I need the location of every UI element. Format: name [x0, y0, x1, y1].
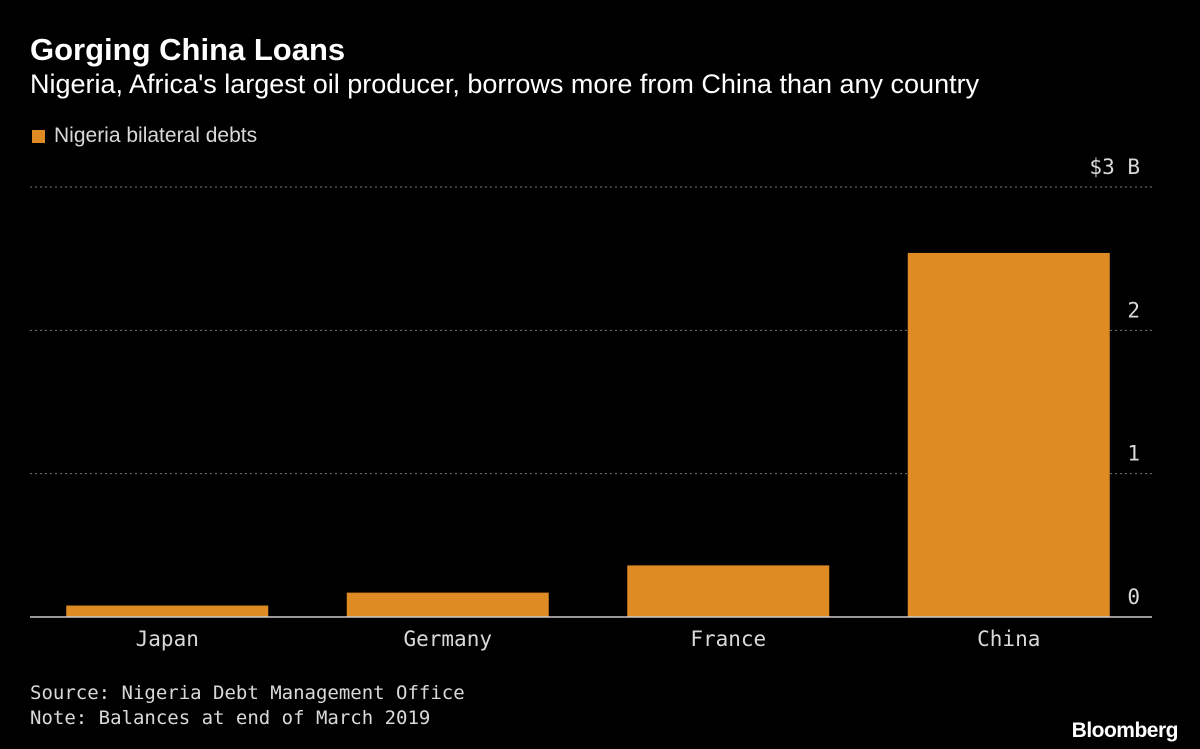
x-tick-label: Japan: [136, 627, 199, 651]
bloomberg-logo: Bloomberg: [1071, 719, 1179, 742]
x-tick-label: France: [690, 627, 766, 651]
legend: Nigeria bilateral debts: [32, 124, 257, 148]
chart-title: Gorging China Loans: [30, 32, 346, 67]
legend-label: Nigeria bilateral debts: [54, 124, 258, 147]
bar-france: [627, 565, 830, 617]
y-tick-label: $3 B: [1089, 155, 1140, 179]
y-tick-label: 0: [1127, 585, 1140, 609]
bar-china: [907, 252, 1110, 617]
bar-germany: [346, 592, 549, 617]
x-tick-label: Germany: [403, 627, 492, 651]
bar-japan: [66, 605, 269, 617]
y-tick-label: 1: [1127, 442, 1140, 466]
footnote: Note: Balances at end of March 2019: [30, 707, 431, 729]
x-tick-label: China: [977, 627, 1040, 651]
legend-swatch: [32, 129, 45, 143]
y-tick-label: 2: [1127, 298, 1140, 322]
source-note: Source: Nigeria Debt Management Office: [30, 682, 465, 704]
chart-subtitle: Nigeria, Africa's largest oil producer, …: [30, 69, 980, 99]
